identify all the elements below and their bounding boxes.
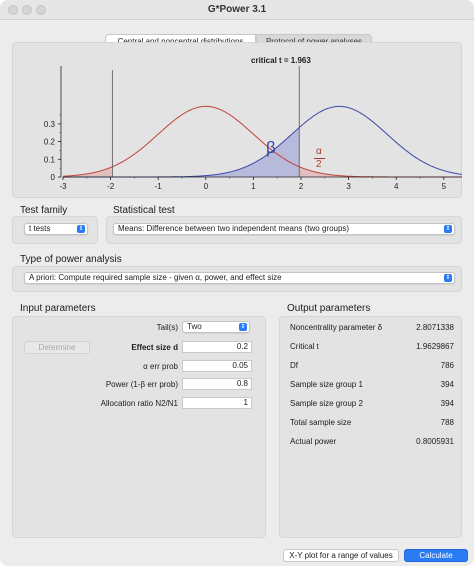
tails-value: Two: [187, 322, 202, 331]
y-tick-label: 0.3: [44, 120, 56, 129]
alpha-fraction-bar: [314, 158, 325, 159]
output-parameters-heading: Output parameters: [287, 303, 371, 314]
chevron-updown-icon: ⇕: [444, 225, 452, 233]
test-family-select[interactable]: t tests ⇕: [24, 223, 88, 235]
beta-region: [63, 127, 300, 177]
x-tick-label: 5: [442, 182, 447, 191]
zoom-window-button[interactable]: [36, 5, 46, 15]
power-field[interactable]: 0.8: [182, 378, 252, 390]
critical-t-output-value: 1.9629867: [416, 342, 454, 351]
alpha-symbol: α: [316, 146, 322, 157]
sample-size-group2-value: 394: [440, 399, 454, 408]
determine-button[interactable]: Determine: [24, 341, 90, 354]
x-tick-label: 2: [299, 182, 304, 191]
alpha-err-field[interactable]: 0.05: [182, 360, 252, 372]
chevron-updown-icon: ⇕: [77, 225, 85, 233]
alpha-err-label: α err prob: [143, 362, 178, 371]
df-value: 786: [440, 361, 454, 370]
alpha-divisor: 2: [316, 159, 322, 170]
noncentrality-value: 2.8071338: [416, 323, 454, 332]
chevron-updown-icon: ⇕: [239, 323, 247, 331]
power-analysis-select[interactable]: A priori: Compute required sample size -…: [24, 272, 455, 284]
allocation-ratio-field[interactable]: 1: [182, 397, 252, 409]
total-sample-size-value: 788: [440, 418, 454, 427]
x-tick-label: 0: [204, 182, 209, 191]
noncentrality-label: Noncentrality parameter δ: [290, 323, 383, 332]
x-tick-label: -2: [107, 182, 115, 191]
input-parameters-heading: Input parameters: [20, 303, 96, 314]
x-tick-label: 3: [346, 182, 351, 191]
x-tick-label: -3: [59, 182, 67, 191]
sample-size-group2-label: Sample size group 2: [290, 399, 363, 408]
close-window-button[interactable]: [8, 5, 18, 15]
calculate-button[interactable]: Calculate: [404, 549, 468, 562]
power-analysis-heading: Type of power analysis: [20, 254, 122, 265]
actual-power-label: Actual power: [290, 437, 337, 446]
critical-t-label: critical t = 1.963: [251, 56, 311, 65]
test-family-heading: Test family: [20, 205, 68, 216]
total-sample-size-label: Total sample size: [290, 418, 352, 427]
beta-symbol: β: [266, 138, 276, 157]
minimize-window-button[interactable]: [22, 5, 32, 15]
distribution-plot: -3 -2 -1 0 1 2 3 4 5 0 0.1 0.2 0.3: [44, 66, 462, 191]
tails-select[interactable]: Two ⇕: [182, 321, 250, 333]
y-tick-label: 0.2: [44, 138, 56, 147]
output-parameters-panel: [279, 316, 462, 538]
actual-power-value: 0.8005931: [416, 437, 454, 446]
sample-size-group1-label: Sample size group 1: [290, 380, 363, 389]
power-analysis-value: A priori: Compute required sample size -…: [29, 273, 282, 282]
alpha-left-region: [63, 167, 113, 177]
x-tick-label: 4: [394, 182, 399, 191]
x-tick-label: 1: [251, 182, 256, 191]
effect-size-field[interactable]: 0.2: [182, 341, 252, 353]
allocation-ratio-label: Allocation ratio N2/N1: [100, 399, 178, 408]
critical-t-output-label: Critical t: [290, 342, 319, 351]
y-tick-label: 0: [51, 173, 56, 182]
statistical-test-heading: Statistical test: [113, 205, 175, 216]
chevron-updown-icon: ⇕: [444, 274, 452, 282]
effect-size-label: Effect size d: [131, 343, 178, 352]
statistical-test-value: Means: Difference between two independen…: [118, 224, 350, 233]
test-family-value: t tests: [29, 224, 51, 233]
sample-size-group1-value: 394: [440, 380, 454, 389]
power-label: Power (1-β err prob): [105, 380, 178, 389]
df-label: Df: [290, 361, 298, 370]
tails-label: Tail(s): [156, 323, 178, 332]
alpha-right-region: [299, 166, 462, 177]
window-title: G*Power 3.1: [207, 4, 267, 15]
title-bar: G*Power 3.1: [0, 0, 474, 20]
y-tick-label: 0.1: [44, 155, 56, 164]
x-tick-label: -1: [155, 182, 163, 191]
xy-plot-button[interactable]: X-Y plot for a range of values: [283, 549, 399, 562]
statistical-test-select[interactable]: Means: Difference between two independen…: [113, 223, 455, 235]
